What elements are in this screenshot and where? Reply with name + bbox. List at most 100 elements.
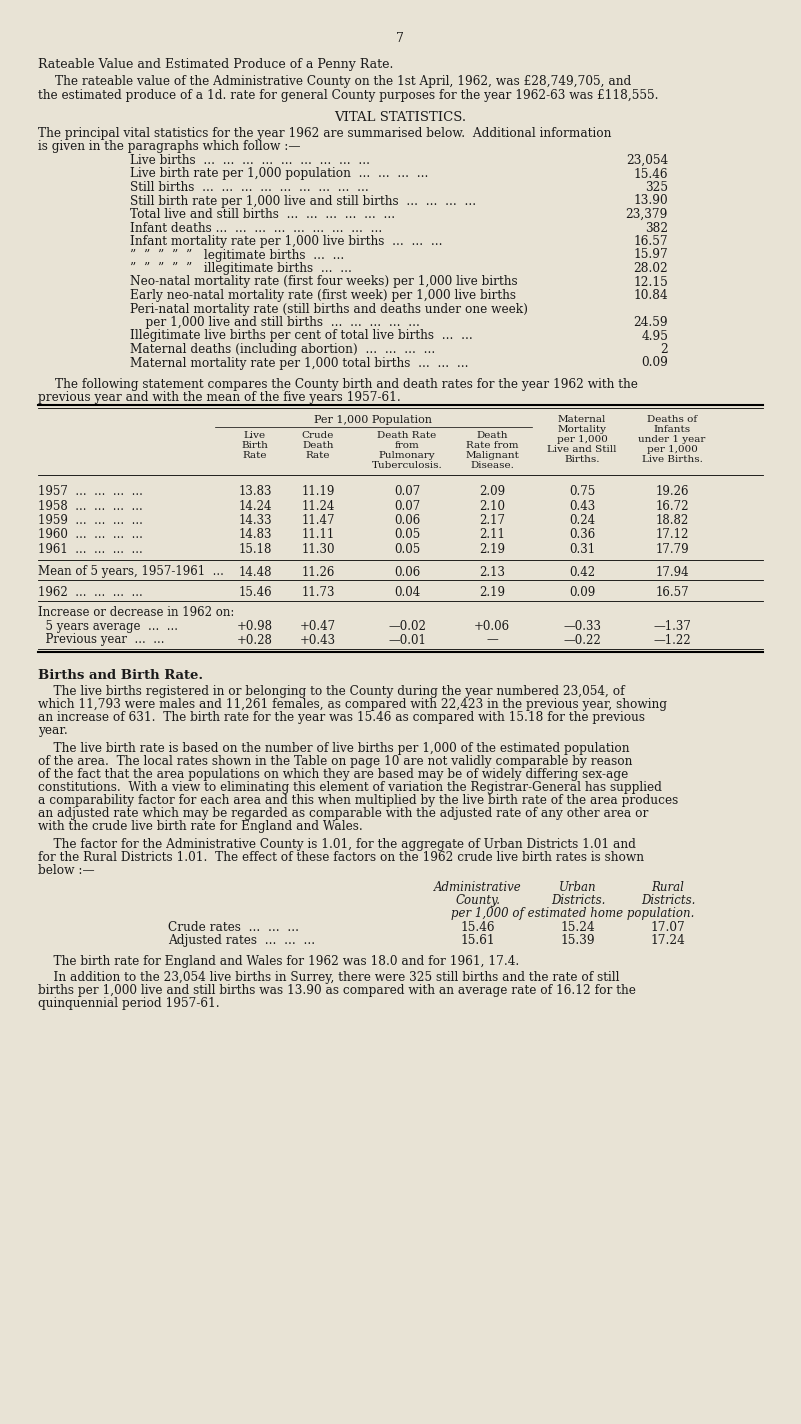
Text: the estimated produce of a 1d. rate for general County purposes for the year 196: the estimated produce of a 1d. rate for … [38, 88, 658, 103]
Text: 0.75: 0.75 [569, 486, 595, 498]
Text: 5 years average  ...  ...: 5 years average ... ... [38, 619, 178, 634]
Text: Live Births.: Live Births. [642, 456, 702, 464]
Text: 0.07: 0.07 [394, 486, 421, 498]
Text: Crude rates  ...  ...  ...: Crude rates ... ... ... [168, 921, 299, 934]
Text: 14.33: 14.33 [238, 514, 272, 527]
Text: +0.47: +0.47 [300, 619, 336, 634]
Text: Increase or decrease in 1962 on:: Increase or decrease in 1962 on: [38, 607, 235, 619]
Text: Live births  ...  ...  ...  ...  ...  ...  ...  ...  ...: Live births ... ... ... ... ... ... ... … [130, 154, 370, 167]
Text: +0.43: +0.43 [300, 634, 336, 646]
Text: +0.98: +0.98 [237, 619, 273, 634]
Text: Mortality: Mortality [557, 424, 606, 434]
Text: 0.05: 0.05 [394, 528, 421, 541]
Text: of the fact that the area populations on which they are based may be of widely d: of the fact that the area populations on… [38, 768, 628, 780]
Text: below :—: below :— [38, 864, 95, 877]
Text: ”  ”  ”  ”  ”   illegitimate births  ...  ...: ” ” ” ” ” illegitimate births ... ... [130, 262, 352, 275]
Text: Rateable Value and Estimated Produce of a Penny Rate.: Rateable Value and Estimated Produce of … [38, 58, 393, 71]
Text: Maternal mortality rate per 1,000 total births  ...  ...  ...: Maternal mortality rate per 1,000 total … [130, 356, 469, 369]
Text: Disease.: Disease. [470, 461, 514, 470]
Text: 15.97: 15.97 [634, 249, 668, 262]
Text: 0.36: 0.36 [569, 528, 595, 541]
Text: 15.39: 15.39 [561, 934, 595, 947]
Text: 1958  ...  ...  ...  ...: 1958 ... ... ... ... [38, 500, 143, 513]
Text: 12.15: 12.15 [634, 275, 668, 289]
Text: Death Rate: Death Rate [377, 431, 437, 440]
Text: 17.94: 17.94 [655, 565, 689, 578]
Text: 11.11: 11.11 [301, 528, 335, 541]
Text: 13.90: 13.90 [634, 195, 668, 208]
Text: 17.24: 17.24 [650, 934, 686, 947]
Text: Rate from: Rate from [465, 441, 518, 450]
Text: Tuberculosis.: Tuberculosis. [372, 461, 442, 470]
Text: of the area.  The local rates shown in the Table on page 10 are not validly comp: of the area. The local rates shown in th… [38, 755, 632, 768]
Text: 16.57: 16.57 [655, 587, 689, 600]
Text: Peri-natal mortality rate (still births and deaths under one week): Peri-natal mortality rate (still births … [130, 302, 528, 316]
Text: —1.22: —1.22 [653, 634, 690, 646]
Text: Rate: Rate [243, 451, 268, 460]
Text: Maternal: Maternal [557, 414, 606, 424]
Text: 11.19: 11.19 [301, 486, 335, 498]
Text: per 1,000: per 1,000 [646, 444, 698, 454]
Text: 1962  ...  ...  ...  ...: 1962 ... ... ... ... [38, 587, 143, 600]
Text: 16.57: 16.57 [634, 235, 668, 248]
Text: per 1,000 of estimated home population.: per 1,000 of estimated home population. [451, 907, 694, 920]
Text: 16.72: 16.72 [655, 500, 689, 513]
Text: 14.24: 14.24 [238, 500, 272, 513]
Text: constitutions.  With a view to eliminating this element of variation the Registr: constitutions. With a view to eliminatin… [38, 780, 662, 795]
Text: Previous year  ...  ...: Previous year ... ... [38, 634, 164, 646]
Text: 28.02: 28.02 [634, 262, 668, 275]
Text: Infant deaths ...  ...  ...  ...  ...  ...  ...  ...  ...: Infant deaths ... ... ... ... ... ... ..… [130, 222, 382, 235]
Text: Live birth rate per 1,000 population  ...  ...  ...  ...: Live birth rate per 1,000 population ...… [130, 168, 429, 181]
Text: per 1,000 live and still births  ...  ...  ...  ...  ...: per 1,000 live and still births ... ... … [130, 316, 420, 329]
Text: Maternal deaths (including abortion)  ...  ...  ...  ...: Maternal deaths (including abortion) ...… [130, 343, 435, 356]
Text: The principal vital statistics for the year 1962 are summarised below.  Addition: The principal vital statistics for the y… [38, 127, 611, 140]
Text: 23,054: 23,054 [626, 154, 668, 167]
Text: from: from [395, 441, 420, 450]
Text: is given in the paragraphs which follow :—: is given in the paragraphs which follow … [38, 140, 300, 152]
Text: 11.30: 11.30 [301, 543, 335, 555]
Text: 1960  ...  ...  ...  ...: 1960 ... ... ... ... [38, 528, 143, 541]
Text: 325: 325 [645, 181, 668, 194]
Text: an adjusted rate which may be regarded as comparable with the adjusted rate of a: an adjusted rate which may be regarded a… [38, 807, 648, 820]
Text: 2.17: 2.17 [479, 514, 505, 527]
Text: +0.28: +0.28 [237, 634, 273, 646]
Text: 0.09: 0.09 [641, 356, 668, 369]
Text: 1957  ...  ...  ...  ...: 1957 ... ... ... ... [38, 486, 143, 498]
Text: 14.83: 14.83 [238, 528, 272, 541]
Text: Births.: Births. [564, 456, 600, 464]
Text: VITAL STATISTICS.: VITAL STATISTICS. [334, 111, 466, 124]
Text: Adjusted rates  ...  ...  ...: Adjusted rates ... ... ... [168, 934, 315, 947]
Text: Districts.: Districts. [551, 894, 606, 907]
Text: Early neo-natal mortality rate (first week) per 1,000 live births: Early neo-natal mortality rate (first we… [130, 289, 516, 302]
Text: Mean of 5 years, 1957-1961  ...: Mean of 5 years, 1957-1961 ... [38, 565, 223, 578]
Text: ”  ”  ”  ”  ”   legitimate births  ...  ...: ” ” ” ” ” legitimate births ... ... [130, 249, 344, 262]
Text: which 11,793 were males and 11,261 females, as compared with 22,423 in the previ: which 11,793 were males and 11,261 femal… [38, 698, 667, 711]
Text: previous year and with the mean of the five years 1957-61.: previous year and with the mean of the f… [38, 392, 400, 404]
Text: 0.43: 0.43 [569, 500, 595, 513]
Text: 382: 382 [645, 222, 668, 235]
Text: The live birth rate is based on the number of live births per 1,000 of the estim: The live birth rate is based on the numb… [38, 742, 630, 755]
Text: 24.59: 24.59 [634, 316, 668, 329]
Text: births per 1,000 live and still births was 13.90 as compared with an average rat: births per 1,000 live and still births w… [38, 984, 636, 997]
Text: 2: 2 [660, 343, 668, 356]
Text: 0.06: 0.06 [394, 514, 421, 527]
Text: for the Rural Districts 1.01.  The effect of these factors on the 1962 crude liv: for the Rural Districts 1.01. The effect… [38, 852, 644, 864]
Text: 23,379: 23,379 [626, 208, 668, 221]
Text: Illegitimate live births per cent of total live births  ...  ...: Illegitimate live births per cent of tot… [130, 329, 473, 343]
Text: Pulmonary: Pulmonary [379, 451, 435, 460]
Text: 15.46: 15.46 [634, 168, 668, 181]
Text: Deaths of: Deaths of [647, 414, 697, 424]
Text: 0.04: 0.04 [394, 587, 421, 600]
Text: 17.79: 17.79 [655, 543, 689, 555]
Text: 15.24: 15.24 [561, 921, 595, 934]
Text: Death: Death [477, 431, 508, 440]
Text: Live: Live [244, 431, 266, 440]
Text: 2.13: 2.13 [479, 565, 505, 578]
Text: The rateable value of the Administrative County on the 1st April, 1962, was £28,: The rateable value of the Administrative… [55, 75, 631, 88]
Text: Still births  ...  ...  ...  ...  ...  ...  ...  ...  ...: Still births ... ... ... ... ... ... ...… [130, 181, 368, 194]
Text: Districts.: Districts. [641, 894, 695, 907]
Text: 10.84: 10.84 [634, 289, 668, 302]
Text: Infants: Infants [654, 424, 690, 434]
Text: 2.10: 2.10 [479, 500, 505, 513]
Text: Death: Death [302, 441, 334, 450]
